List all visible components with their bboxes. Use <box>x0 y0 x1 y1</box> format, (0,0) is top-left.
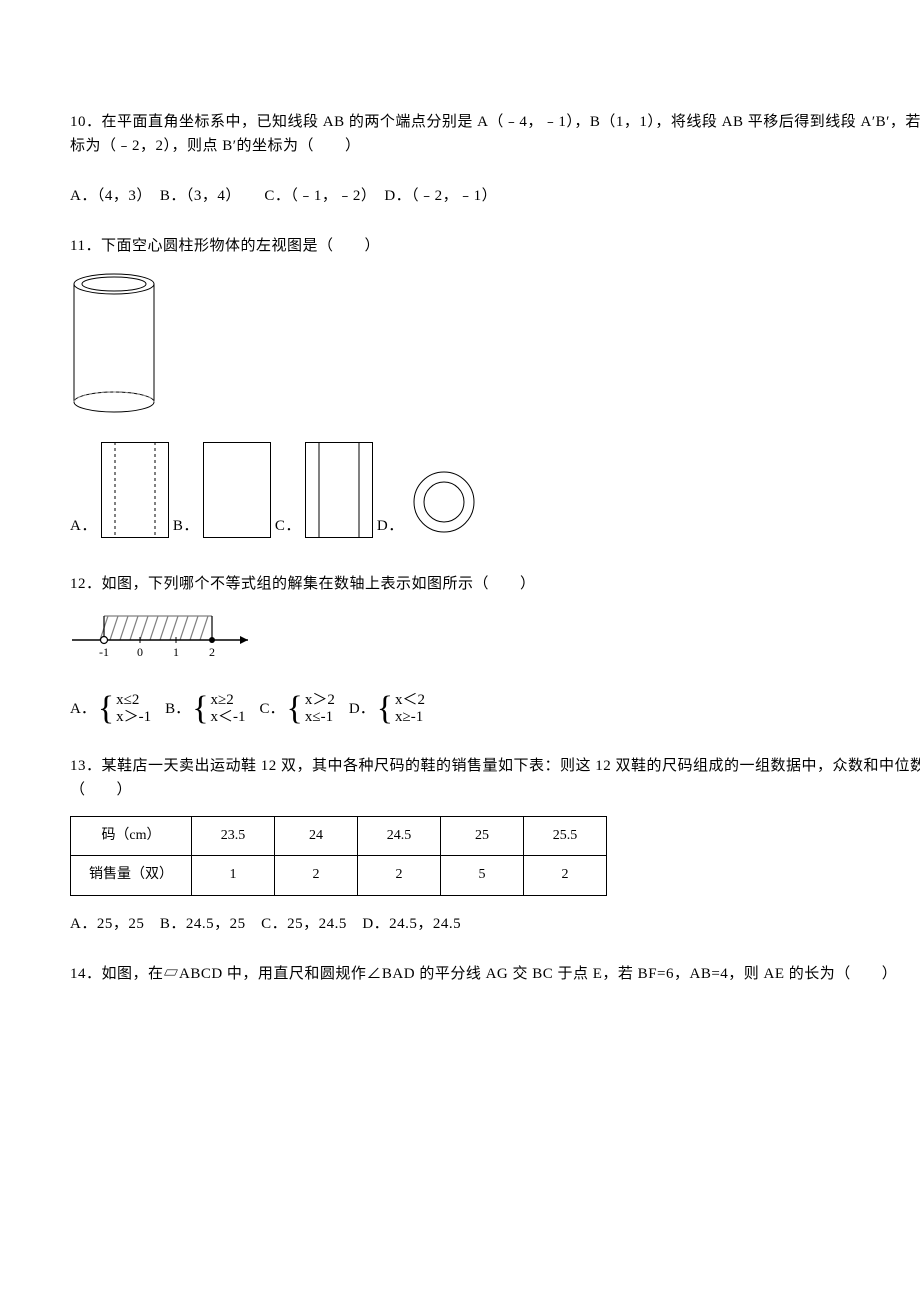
q13-table: 码（cm） 23.5 24 24.5 25 25.5 销售量（双） 1 2 2 … <box>70 816 607 896</box>
q11-opt-b-svg <box>203 442 271 538</box>
brace-icon: { <box>377 692 393 726</box>
q12-d-line1: x＜2 <box>395 692 425 709</box>
q12-opt-b-label: B． <box>165 697 190 721</box>
q12-a-line2: x＞-1 <box>116 709 151 726</box>
svg-text:0: 0 <box>137 645 143 659</box>
table-row: 销售量（双） 1 2 2 5 2 <box>71 856 607 895</box>
q12-a-line1: x≤2 <box>116 692 151 709</box>
q12-options-row: A． { x≤2 x＞-1 B． { x≥2 x＜-1 C． { x＞2 x≤-… <box>70 692 920 726</box>
q11-opt-a-svg <box>101 442 169 538</box>
q13-text: 13．某鞋店一天卖出运动鞋 12 双，其中各种尺码的鞋的销售量如下表：则这 12… <box>70 754 920 802</box>
svg-text:-1: -1 <box>99 645 109 659</box>
q11-opt-c-label: C． <box>275 514 301 538</box>
q12-text: 12．如图，下列哪个不等式组的解集在数轴上表示如图所示（ ） <box>70 572 920 596</box>
q12-b-line2: x＜-1 <box>211 709 246 726</box>
q10-text: 10．在平面直角坐标系中，已知线段 AB 的两个端点分别是 A（﹣4，﹣1），B… <box>70 110 920 158</box>
q13-size-0: 23.5 <box>192 817 275 856</box>
svg-text:1: 1 <box>173 645 179 659</box>
q12-b-line1: x≥2 <box>211 692 246 709</box>
q13-size-3: 25 <box>441 817 524 856</box>
brace-icon: { <box>98 692 114 726</box>
q11-opt-d-svg <box>408 466 480 538</box>
q12-c-line2: x≤-1 <box>305 709 335 726</box>
q11-opt-b-label: B． <box>173 514 199 538</box>
q13-size-1: 24 <box>275 817 358 856</box>
q12-opt-a-label: A． <box>70 697 96 721</box>
brace-icon: { <box>287 692 303 726</box>
q12-opt-c-label: C． <box>260 697 285 721</box>
q13-head-size: 码（cm） <box>71 817 192 856</box>
q11-cylinder <box>70 272 920 422</box>
q13-count-0: 1 <box>192 856 275 895</box>
q12-d-line2: x≥-1 <box>395 709 425 726</box>
q13-count-2: 2 <box>358 856 441 895</box>
brace-icon: { <box>192 692 208 726</box>
q11-opt-a-label: A． <box>70 514 97 538</box>
q13-count-3: 5 <box>441 856 524 895</box>
q11-text: 11．下面空心圆柱形物体的左视图是（ ） <box>70 234 920 258</box>
q11-opt-c-svg <box>305 442 373 538</box>
q13-size-4: 25.5 <box>524 817 607 856</box>
q12-opt-d-label: D． <box>349 697 375 721</box>
q13-size-2: 24.5 <box>358 817 441 856</box>
svg-text:2: 2 <box>209 645 215 659</box>
q11-options-row: A． B． C． D． <box>70 442 920 538</box>
q12-numberline: -1 0 1 2 <box>70 610 920 672</box>
q14-text: 14．如图，在▱ABCD 中，用直尺和圆规作∠BAD 的平分线 AG 交 BC … <box>70 962 920 986</box>
q13-options: A．25，25 B．24.5，25 C．25，24.5 D．24.5，24.5 <box>70 912 920 936</box>
q13-count-4: 2 <box>524 856 607 895</box>
q12-c-line1: x＞2 <box>305 692 335 709</box>
q13-head-count: 销售量（双） <box>71 856 192 895</box>
q10-options: A．（4，3） B．（3，4） C．（﹣1，﹣2） D．（﹣2，﹣1） <box>70 184 920 208</box>
table-row: 码（cm） 23.5 24 24.5 25 25.5 <box>71 817 607 856</box>
q13-count-1: 2 <box>275 856 358 895</box>
q11-opt-d-label: D． <box>377 514 404 538</box>
